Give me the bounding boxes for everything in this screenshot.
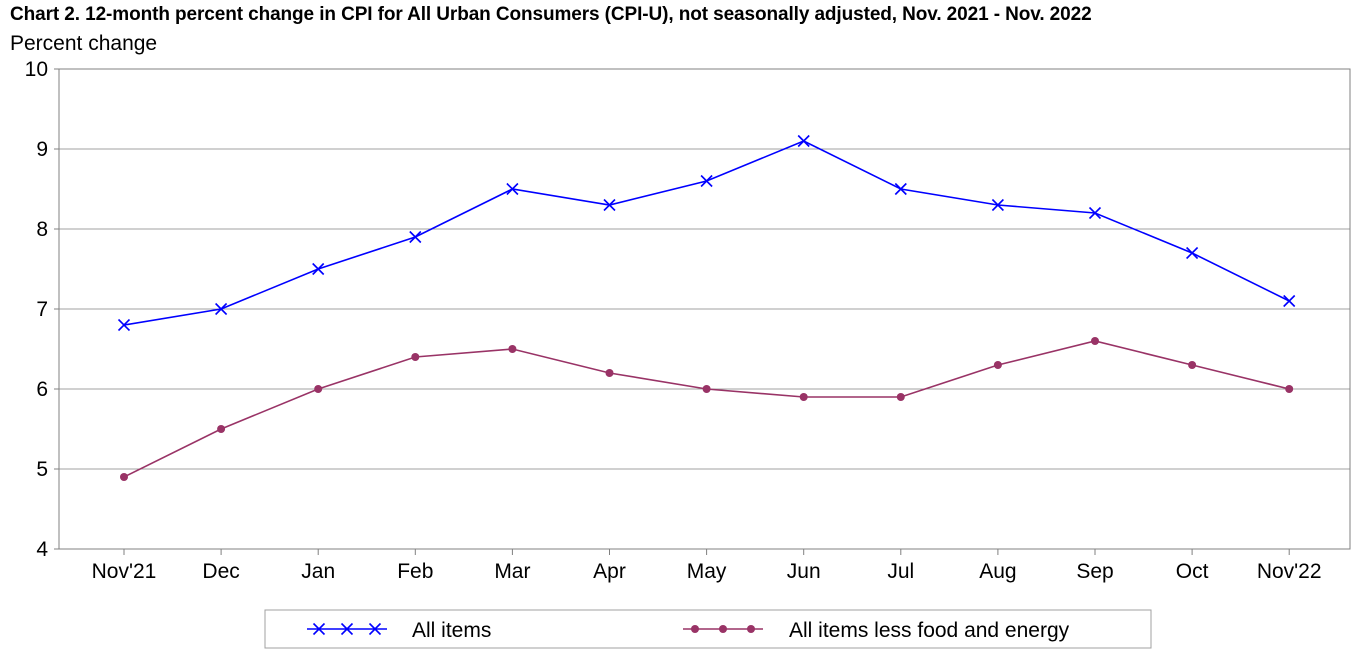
y-tick-label: 10 [25,58,48,81]
y-tick-label: 7 [36,298,48,321]
x-marker [312,262,325,276]
x-marker-stroke [215,302,228,316]
x-marker-stroke [312,262,325,276]
circle-marker [1285,385,1294,393]
circle-marker [1188,361,1197,369]
x-marker-stroke [894,182,907,196]
y-tick-label: 8 [36,218,48,241]
y-axis-ticks: 4 5 6 7 8 9 10 [25,58,59,561]
legend-marker-stroke [340,622,354,636]
x-marker-stroke [1283,294,1296,308]
x-marker [1088,206,1102,220]
circle-marker [896,393,905,401]
circle-marker [217,425,226,433]
x-marker [1186,246,1199,260]
legend-marker [719,625,727,633]
x-axis-ticks: Nov'21 Dec Jan Feb Mar Apr May Jun Jul Aug Sep Oct N… [92,549,1322,583]
x-marker [894,182,907,196]
x-marker-stroke [1186,246,1199,260]
x-marker-stroke [991,198,1004,212]
x-marker [603,198,616,212]
circle-marker [605,369,614,377]
circle-marker [799,393,808,401]
legend-label: All items less food and energy [789,619,1070,642]
x-marker-stroke [409,230,422,244]
legend-marker [691,625,699,633]
x-tick-label: Feb [397,560,433,583]
circle-marker [411,353,420,361]
legend-marker [747,625,755,633]
series-line [123,340,1290,478]
x-marker-stroke [700,174,713,188]
x-tick-label: Oct [1176,560,1209,583]
x-tick-label: Jun [787,560,821,583]
y-tick-label: 9 [36,138,48,161]
x-tick-label: Sep [1076,560,1113,583]
x-marker-stroke [603,198,616,212]
x-marker [215,302,228,316]
x-marker-stroke [506,182,519,196]
chart-title: Chart 2. 12-month percent change in CPI … [10,4,1092,25]
x-marker-stroke [117,318,131,332]
x-tick-label: May [687,560,727,583]
legend: All items All items less food and energy [264,609,1152,649]
y-tick-label: 4 [36,538,48,561]
x-marker [117,318,131,332]
x-marker [506,182,519,196]
x-marker [797,134,810,148]
gridlines [59,148,1350,470]
circle-marker [702,385,711,393]
x-tick-label: Apr [593,560,626,583]
circle-marker [1091,337,1099,345]
legend-label: All items [412,619,491,642]
circle-marker [314,385,323,393]
x-tick-label: Aug [979,560,1016,583]
y-tick-label: 5 [36,458,48,481]
x-marker-stroke [797,134,810,148]
series-line [123,140,1290,326]
y-axis-label: Percent change [10,32,158,55]
x-marker [700,174,713,188]
x-tick-label: Jan [301,560,335,583]
x-tick-label: Jul [887,560,914,583]
series [117,134,1296,481]
x-tick-label: Nov'22 [1257,560,1322,583]
legend-marker-stroke [368,622,382,636]
series-2 [120,337,1294,481]
circle-marker [508,345,517,353]
y-tick-label: 6 [36,378,48,401]
circle-marker [993,361,1002,369]
legend-entry-2: All items less food and energy [683,619,1070,642]
circle-marker [120,473,128,481]
series-1 [117,134,1296,332]
legend-marker-stroke [312,622,326,636]
x-tick-label: Mar [494,560,530,583]
legend-entry-1: All items [307,619,491,642]
x-tick-label: Dec [202,560,239,583]
x-marker-stroke [1088,206,1102,220]
x-marker [409,230,422,244]
x-marker [991,198,1004,212]
x-tick-label: Nov'21 [92,560,157,583]
x-marker [1283,294,1296,308]
